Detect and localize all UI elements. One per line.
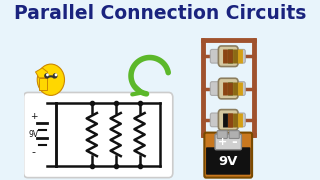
Polygon shape <box>36 68 47 78</box>
FancyBboxPatch shape <box>204 133 252 178</box>
Text: 9V: 9V <box>29 130 39 139</box>
FancyBboxPatch shape <box>233 49 245 63</box>
FancyBboxPatch shape <box>233 82 245 95</box>
FancyBboxPatch shape <box>210 113 222 127</box>
Circle shape <box>53 74 57 78</box>
FancyBboxPatch shape <box>210 82 222 95</box>
FancyBboxPatch shape <box>229 131 239 138</box>
FancyBboxPatch shape <box>219 78 238 99</box>
FancyBboxPatch shape <box>233 113 245 127</box>
FancyBboxPatch shape <box>24 93 173 178</box>
Text: -: - <box>231 135 237 149</box>
Polygon shape <box>39 78 47 89</box>
FancyBboxPatch shape <box>210 49 222 63</box>
Circle shape <box>45 74 48 78</box>
FancyBboxPatch shape <box>215 134 241 150</box>
FancyBboxPatch shape <box>219 46 238 67</box>
Text: 9V: 9V <box>219 156 238 168</box>
Circle shape <box>55 74 57 76</box>
Circle shape <box>37 64 65 95</box>
FancyBboxPatch shape <box>206 147 250 175</box>
Text: +: + <box>30 112 37 122</box>
FancyBboxPatch shape <box>217 131 227 138</box>
Circle shape <box>47 74 48 76</box>
Text: -: - <box>32 147 36 157</box>
Text: Parallel Connection Circuits: Parallel Connection Circuits <box>14 4 306 23</box>
FancyBboxPatch shape <box>219 110 238 130</box>
Text: +: + <box>218 137 227 147</box>
